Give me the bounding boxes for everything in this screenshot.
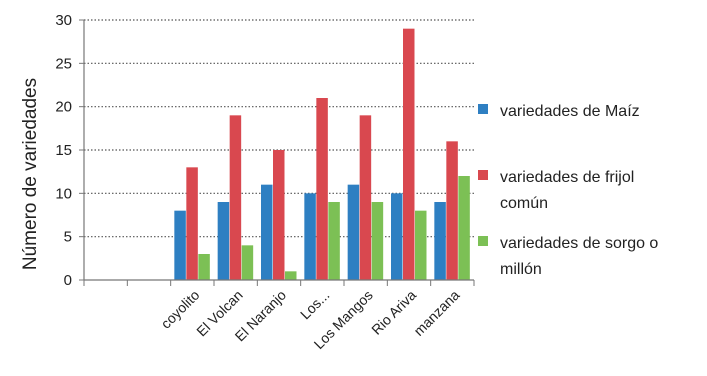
y-tick-label: 15 (55, 142, 72, 159)
bar (229, 115, 242, 280)
legend-swatch (478, 236, 488, 246)
bar (391, 193, 403, 280)
bar (403, 28, 415, 280)
bar (273, 150, 285, 280)
x-tick-label: manzana (410, 287, 462, 339)
bar (434, 202, 446, 280)
bar (304, 193, 316, 280)
legend-swatch (478, 170, 488, 180)
bar (458, 176, 470, 280)
bar (415, 210, 427, 280)
y-tick-label: 30 (55, 12, 72, 29)
bar (241, 245, 254, 280)
legend-label: variedades de Maíz (500, 103, 640, 120)
legend-swatch (478, 104, 488, 114)
bar (261, 184, 273, 280)
y-tick-label: 0 (64, 272, 72, 289)
y-tick-label: 10 (55, 185, 72, 202)
bar (347, 184, 360, 280)
legend: variedades de Maíz variedades de frijol co… (478, 103, 658, 278)
bar (316, 98, 328, 280)
bar (217, 202, 230, 280)
y-axis-title: Número de variedades (20, 78, 41, 270)
y-tick-label: 5 (64, 229, 72, 246)
bar (371, 202, 384, 280)
legend-label: variedades de sorgo o (500, 235, 658, 252)
legend-label: variedades de frijol (500, 169, 634, 186)
bar (446, 141, 458, 280)
bar (359, 115, 372, 280)
bar (174, 210, 186, 280)
y-tick-labels: 0 5 10 15 20 25 30 (55, 12, 84, 289)
bar (186, 167, 198, 280)
legend-label: millón (500, 261, 542, 278)
bar (328, 202, 340, 280)
bar (198, 254, 210, 280)
y-tick-label: 25 (55, 55, 72, 72)
bar (285, 271, 297, 280)
x-tick-label: Los... (297, 287, 333, 323)
legend-label: común (500, 195, 548, 212)
y-tick-label: 20 (55, 99, 72, 116)
bars (174, 28, 470, 280)
